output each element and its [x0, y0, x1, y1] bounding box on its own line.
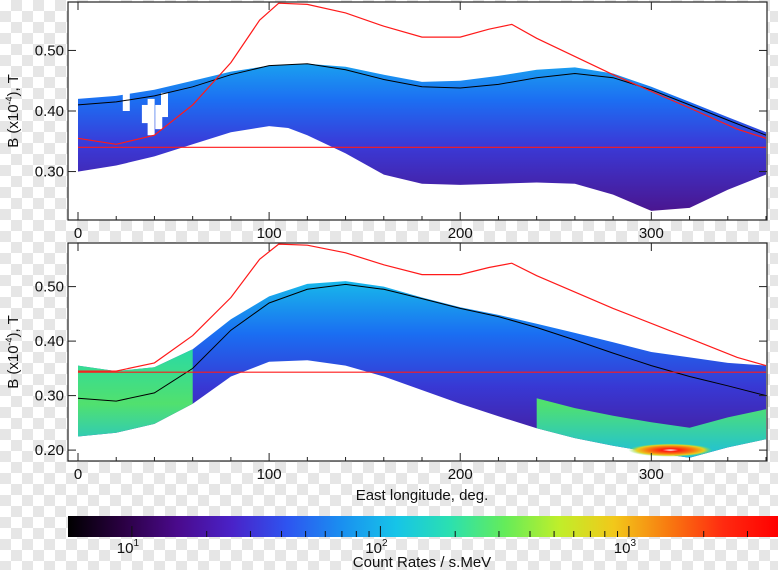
- bottom-xlabel: East longitude, deg.: [356, 487, 489, 504]
- y-tick-label: 0.30: [35, 164, 64, 181]
- top-red-upper-curve: [77, 2, 767, 145]
- top-ylabel-exp: -4: [4, 96, 14, 104]
- colorbar-strip: [68, 516, 778, 537]
- y-tick-label: 0.40: [35, 103, 64, 120]
- bottom-center-line: [77, 283, 767, 402]
- top-ylabel: B (x10-4), T: [4, 74, 22, 148]
- bottom-green-edge: [78, 349, 766, 458]
- y-tick-label: 0.50: [35, 42, 64, 59]
- bottom-ylabel: B (x10-4), T: [4, 315, 22, 389]
- data-gap: [122, 92, 130, 111]
- y-tick-label: 0.50: [35, 279, 64, 296]
- x-tick-label: 0: [74, 466, 82, 483]
- y-tick-label: 0.20: [35, 442, 64, 459]
- top-panel: 0 100 200 300 0.30 0.40 0.50 B (x10-4), T: [4, 1, 768, 242]
- bottom-hotspot: [628, 443, 713, 457]
- data-gap: [161, 92, 168, 118]
- x-tick-label: 100: [257, 466, 282, 483]
- colorbar-tick-label: 102: [365, 538, 388, 557]
- top-center-line: [77, 63, 767, 136]
- bottom-red-upper-curve: [78, 243, 767, 372]
- x-tick-label: 200: [448, 466, 473, 483]
- x-tick-label: 300: [639, 225, 664, 242]
- x-tick-label: 0: [74, 225, 82, 242]
- bottom-ylabel-exp: -4: [4, 337, 14, 345]
- x-tick-label: 200: [448, 225, 473, 242]
- colorbar-tick-label: 103: [614, 538, 637, 557]
- bottom-axis-ticks: 0 100 200 300 0.20 0.30 0.40 0.50: [35, 243, 767, 483]
- colorbar: 101 102 103 Count Rates / s.MeV: [68, 516, 778, 570]
- colorbar-label: Count Rates / s.MeV: [353, 554, 491, 570]
- top-axis-ticks: 0 100 200 300 0.30 0.40 0.50: [35, 2, 767, 242]
- y-tick-label: 0.40: [35, 333, 64, 350]
- top-density-band: [78, 63, 766, 211]
- x-tick-label: 100: [257, 225, 282, 242]
- data-gap: [155, 104, 163, 130]
- colorbar-ticks: 101 102 103: [117, 526, 748, 557]
- y-tick-label: 0.30: [35, 388, 64, 405]
- data-gap: [147, 98, 155, 136]
- top-data-gaps: [122, 92, 168, 136]
- data-gap: [141, 104, 149, 124]
- colorbar-tick-label: 101: [117, 538, 140, 557]
- x-tick-label: 300: [639, 466, 664, 483]
